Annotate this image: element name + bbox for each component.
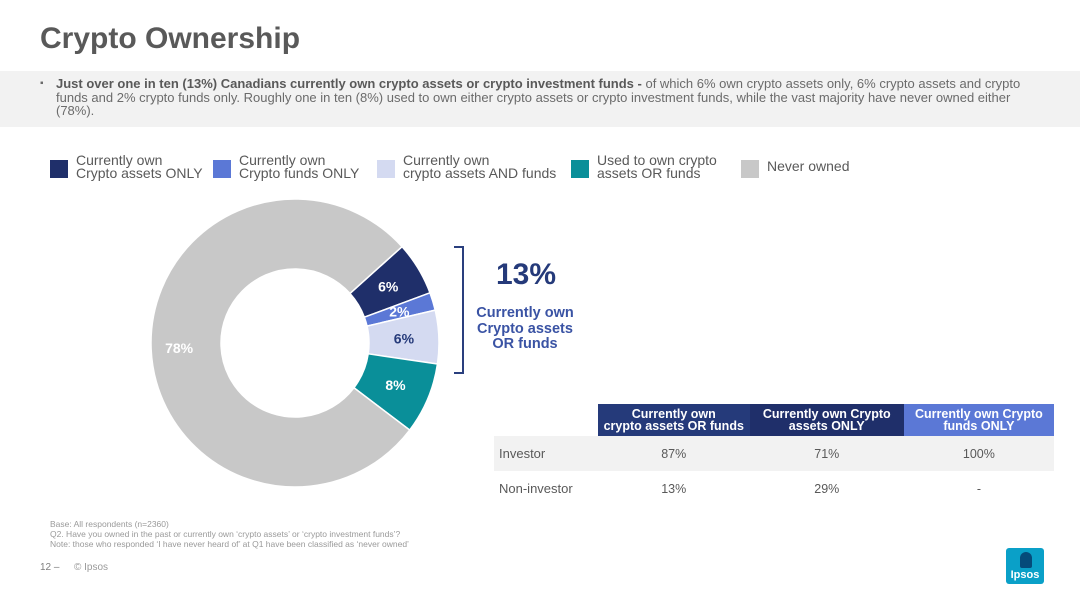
legend-swatch: [377, 160, 395, 178]
table-cell: 71%: [749, 436, 904, 471]
legend-label: Currently own Crypto funds ONLY: [239, 152, 409, 181]
header-line: crypto assets OR funds: [603, 419, 744, 433]
table-row: Investor 87% 71% 100%: [494, 436, 1054, 471]
ipsos-logo: Ipsos: [1006, 548, 1044, 584]
donut-label-4: 8%: [385, 377, 406, 393]
legend-label: Currently own crypto assets AND funds: [403, 152, 573, 181]
legend-line: Currently own: [403, 152, 490, 168]
header-line: funds ONLY: [943, 419, 1015, 433]
table-cell: 100%: [903, 436, 1054, 471]
donut-slice-5: [150, 198, 411, 488]
legend-item-used-to-own: Used to own crypto assets OR funds: [571, 152, 767, 181]
callout-line: Crypto assets: [477, 320, 573, 337]
header-line: Currently own Crypto: [762, 407, 891, 421]
table-cell: 13%: [661, 481, 687, 496]
table-corner: [494, 404, 598, 436]
legend-label: Used to own crypto assets OR funds: [597, 152, 767, 181]
bullet-icon: ▪: [40, 78, 44, 89]
legend-item-assets-and-funds: Currently own crypto assets AND funds: [377, 152, 573, 181]
table-header-own-or-funds: Currently own crypto assets OR funds: [597, 404, 750, 436]
callout-line: Currently own: [476, 305, 574, 321]
callout-value: 13%: [496, 258, 557, 291]
table-cell: 87%: [597, 436, 750, 471]
header-line: Currently own: [631, 407, 716, 421]
footnote-line: Base: All respondents (n=2360): [50, 519, 169, 529]
summary-bold: Just over one in ten (13%) Canadians cur…: [56, 76, 646, 91]
legend-line: crypto assets AND funds: [403, 165, 557, 181]
summary-text: Just over one in ten (13%) Canadians cur…: [56, 77, 1036, 118]
legend-label: Currently own Crypto assets ONLY: [76, 152, 246, 181]
callout-label: Currently own Crypto assets OR funds: [468, 305, 582, 353]
page-number: 12 –: [40, 562, 60, 573]
chart-legend: Currently own Crypto assets ONLY Current…: [0, 152, 1080, 194]
legend-label: Never owned: [767, 154, 937, 173]
donut-label-2: 2%: [389, 303, 410, 319]
legend-swatch: [571, 160, 589, 178]
row-label: Investor: [494, 436, 598, 471]
footnote-line: Q2. Have you owned in the past or curren…: [50, 529, 401, 539]
table-cell: -: [976, 481, 981, 496]
footnote: Base: All respondents (n=2360) Q2. Have …: [50, 519, 409, 549]
table-row: Non-investor 13% 29% -: [494, 471, 1054, 506]
donut-label-1: 6%: [378, 279, 399, 295]
header-line: assets ONLY: [788, 419, 865, 433]
table-header-assets-only: Currently own Crypto assets ONLY: [749, 404, 904, 436]
summary-rest: of which 6% own crypto assets only, 6% c…: [56, 76, 1021, 118]
legend-line: assets OR funds: [597, 165, 701, 181]
callout-bracket: [454, 246, 464, 374]
legend-item-funds-only: Currently own Crypto funds ONLY: [213, 152, 409, 181]
legend-line: Currently own: [239, 152, 326, 168]
header-line: Currently own Crypto: [915, 407, 1043, 421]
legend-item-never-owned: Never owned: [741, 154, 937, 178]
callout-line: OR funds: [492, 336, 558, 352]
logo-text: Ipsos: [1010, 569, 1040, 581]
legend-line: Currently own: [76, 152, 163, 168]
slide-title: Crypto Ownership: [40, 22, 301, 55]
table-header-funds-only: Currently own Crypto funds ONLY: [903, 404, 1054, 436]
summary-band: ▪ Just over one in ten (13%) Canadians c…: [0, 71, 1080, 127]
legend-swatch: [213, 160, 231, 178]
row-label: Non-investor: [499, 481, 573, 496]
legend-item-assets-only: Currently own Crypto assets ONLY: [50, 152, 246, 181]
legend-swatch: [741, 160, 759, 178]
donut-label-5: 78%: [165, 340, 194, 356]
footnote-line: Note: those who responded ‘I have never …: [50, 539, 409, 549]
legend-line: Crypto assets ONLY: [76, 165, 203, 181]
legend-line: Crypto funds ONLY: [239, 165, 360, 181]
donut-label-3: 6%: [394, 330, 415, 346]
legend-swatch: [50, 160, 68, 178]
logo-mark-icon: [1020, 552, 1032, 568]
legend-line: Used to own crypto: [597, 152, 717, 168]
donut-chart: 6% 2% 6% 8% 78%: [150, 198, 440, 488]
copyright: © Ipsos: [74, 562, 109, 573]
table-cell: 29%: [814, 481, 840, 496]
table-header-row: Currently own crypto assets OR funds Cur…: [494, 404, 1054, 436]
legend-line: Never owned: [767, 158, 850, 174]
investor-table: Currently own crypto assets OR funds Cur…: [494, 404, 1054, 506]
